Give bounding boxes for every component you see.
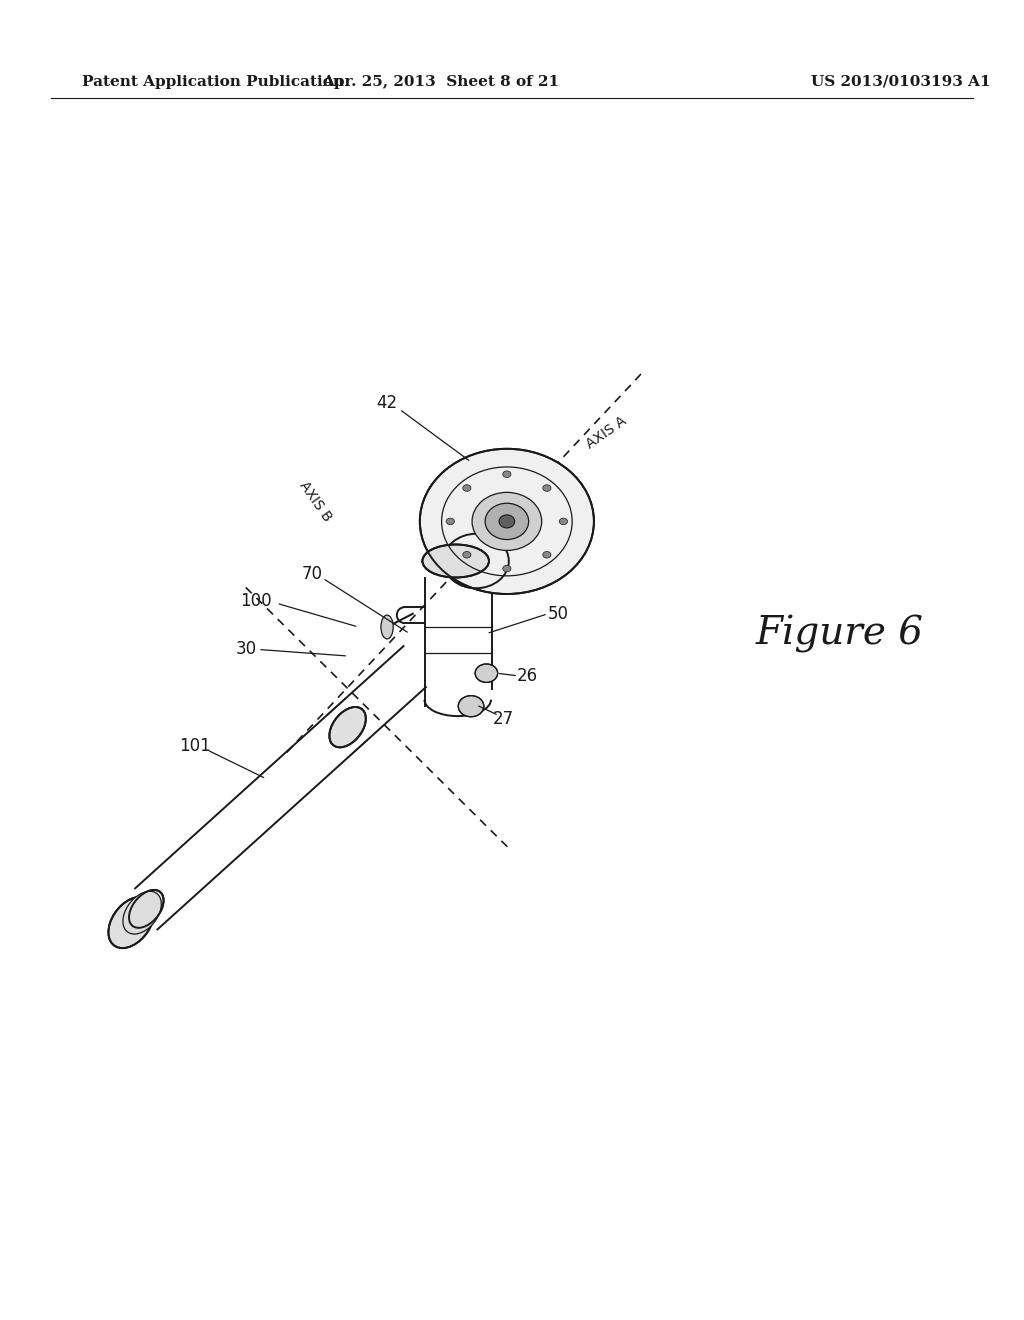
Text: Patent Application Publication: Patent Application Publication: [82, 75, 344, 88]
Ellipse shape: [330, 708, 366, 747]
Ellipse shape: [463, 484, 471, 491]
Ellipse shape: [420, 449, 594, 594]
Text: Apr. 25, 2013  Sheet 8 of 21: Apr. 25, 2013 Sheet 8 of 21: [322, 75, 559, 88]
Ellipse shape: [109, 896, 154, 948]
Text: 27: 27: [494, 710, 514, 729]
Text: 70: 70: [302, 565, 323, 583]
Text: US 2013/0103193 A1: US 2013/0103193 A1: [811, 75, 991, 88]
Text: AXIS A: AXIS A: [584, 414, 629, 451]
Ellipse shape: [503, 471, 511, 478]
Ellipse shape: [485, 503, 528, 540]
Ellipse shape: [129, 890, 164, 928]
Text: 101: 101: [178, 737, 211, 755]
Text: 50: 50: [548, 605, 568, 623]
Ellipse shape: [443, 533, 509, 589]
Ellipse shape: [543, 484, 551, 491]
Ellipse shape: [559, 519, 567, 524]
Text: 26: 26: [517, 667, 538, 685]
Text: AXIS B: AXIS B: [297, 479, 334, 524]
Text: 30: 30: [236, 640, 256, 659]
Ellipse shape: [381, 615, 393, 639]
Ellipse shape: [499, 515, 515, 528]
Text: 42: 42: [377, 393, 397, 412]
Text: Figure 6: Figure 6: [756, 615, 924, 652]
Ellipse shape: [446, 519, 455, 524]
Ellipse shape: [123, 891, 162, 935]
Text: 100: 100: [241, 591, 271, 610]
Ellipse shape: [543, 552, 551, 558]
Ellipse shape: [475, 664, 498, 682]
Ellipse shape: [463, 552, 471, 558]
Ellipse shape: [503, 565, 511, 572]
Ellipse shape: [472, 492, 542, 550]
Ellipse shape: [459, 696, 484, 717]
Ellipse shape: [422, 544, 489, 577]
